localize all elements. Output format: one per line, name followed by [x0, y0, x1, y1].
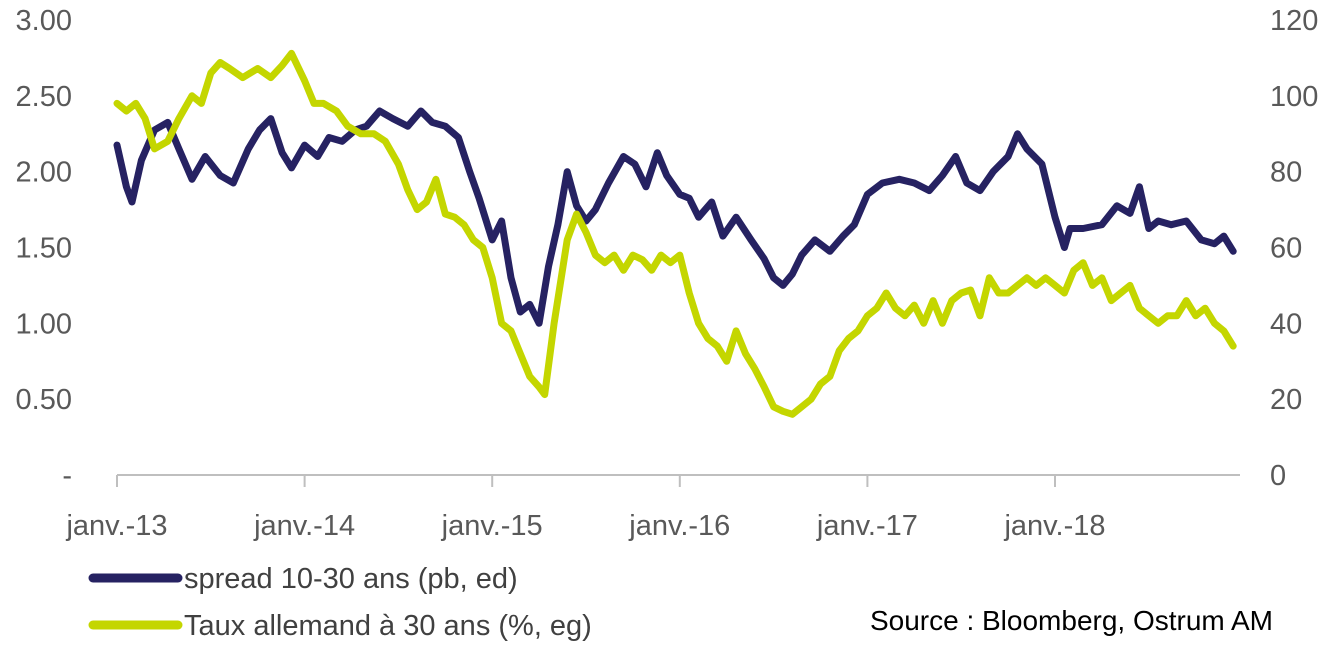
x-axis: janv.-13 janv.-14 janv.-15 janv.-16 janv.-17…	[65, 474, 1240, 542]
right-y-tick-label: 0	[1270, 460, 1286, 492]
right-y-tick-label: 60	[1270, 233, 1302, 265]
right-y-tick-label: 40	[1270, 308, 1302, 340]
right-y-tick-label: 100	[1270, 81, 1318, 113]
source-note: Source : Bloomberg, Ostrum AM	[870, 605, 1273, 636]
x-tick-label: janv.-15	[441, 510, 543, 542]
series-lines	[113, 49, 1237, 418]
right-y-tick-label: 20	[1270, 384, 1302, 416]
left-y-tick-label: 1.50	[16, 233, 72, 265]
taux-series-line	[113, 49, 1237, 418]
legend: spread 10-30 ans (pb, ed) Taux allemand …	[88, 563, 592, 642]
x-tick-label: janv.-17	[816, 510, 918, 542]
left-y-tick-label: 2.50	[16, 81, 72, 113]
left-y-tick-label: 0.50	[16, 384, 72, 416]
left-y-axis-ticks: - 0.50 1.00 1.50 2.00 2.50 3.00	[16, 5, 72, 492]
x-tick-label: janv.-14	[253, 510, 355, 542]
right-y-axis-ticks: 0 20 40 60 80 100 120	[1270, 5, 1318, 492]
legend-item-taux: Taux allemand à 30 ans (%, eg)	[88, 610, 592, 642]
x-tick-label: janv.-13	[65, 510, 167, 542]
legend-item-spread: spread 10-30 ans (pb, ed)	[88, 563, 518, 595]
right-y-tick-label: 120	[1270, 5, 1318, 37]
left-y-tick-label: 1.00	[16, 308, 72, 340]
legend-label-taux: Taux allemand à 30 ans (%, eg)	[184, 610, 592, 642]
spread-series-line	[113, 107, 1237, 327]
x-tick-label: janv.-16	[628, 510, 730, 542]
left-y-tick-label: -	[62, 460, 72, 492]
left-y-tick-label: 3.00	[16, 5, 72, 37]
legend-label-spread: spread 10-30 ans (pb, ed)	[184, 563, 518, 595]
right-y-tick-label: 80	[1270, 157, 1302, 189]
left-y-tick-label: 2.00	[16, 157, 72, 189]
x-tick-label: janv.-18	[1003, 510, 1105, 542]
